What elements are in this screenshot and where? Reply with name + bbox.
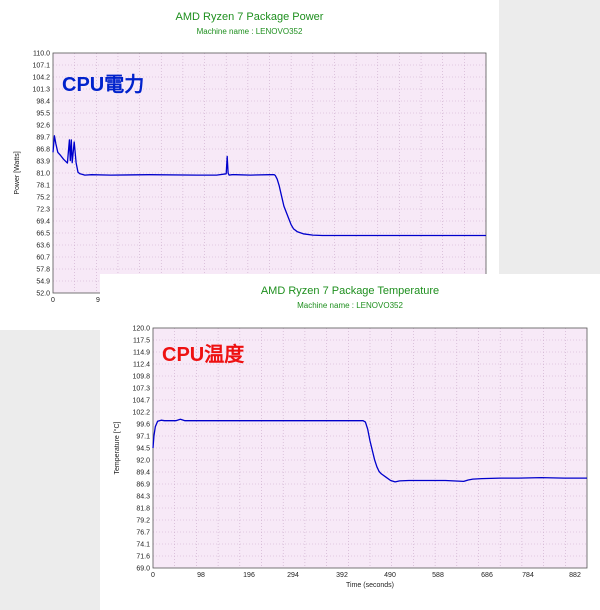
power-y-tick-label: 110.0 [33,51,50,58]
temperature-x-tick-label: 784 [522,572,534,579]
temperature-x-tick-label: 882 [569,572,581,579]
power-y-tick-label: 57.8 [36,267,50,274]
temperature-y-axis-title: Temperature [°C] [113,421,121,474]
temperature-y-tick-label: 107.3 [132,386,150,393]
power-y-tick-label: 72.3 [36,207,50,214]
temperature-x-tick-label: 588 [432,572,444,579]
temperature-y-tick-label: 114.9 [133,350,150,357]
temperature-y-tick-label: 84.3 [136,494,150,501]
power-y-tick-label: 75.2 [36,195,50,202]
power-y-tick-label: 104.2 [32,75,50,82]
power-y-tick-label: 86.8 [36,147,50,154]
temperature-y-tick-label: 99.6 [136,422,150,429]
temperature-y-tick-label: 81.8 [136,506,150,513]
temperature-y-tick-label: 89.4 [136,470,150,477]
power-y-tick-label: 78.1 [36,183,50,190]
power-y-tick-label: 52.0 [36,291,50,298]
power-y-tick-label: 63.6 [36,243,50,250]
temperature-y-tick-label: 109.8 [132,374,150,381]
temperature-y-tick-label: 120.0 [132,326,150,333]
power-y-tick-label: 107.1 [32,63,50,70]
temperature-big-label: CPU温度 [162,344,245,366]
temperature-chart-panel: AMD Ryzen 7 Package Temperature Machine … [100,274,600,610]
power-y-tick-label: 54.9 [36,279,50,286]
temperature-y-tick-label: 86.9 [136,482,150,489]
power-x-tick-label: 9 [96,297,100,304]
temperature-x-tick-label: 686 [481,572,493,579]
temperature-y-tick-label: 102.2 [132,410,150,417]
temperature-y-tick-label: 94.5 [136,446,150,453]
temperature-y-tick-label: 79.2 [136,518,150,525]
power-y-tick-label: 101.3 [32,87,50,94]
temperature-chart-subtitle: Machine name : LENOVO352 [297,301,403,310]
temperature-chart-title: AMD Ryzen 7 Package Temperature [260,285,440,297]
temperature-y-tick-label: 74.1 [136,542,150,549]
temperature-x-axis-title: Time (seconds) [346,582,394,589]
power-y-tick-label: 98.4 [36,99,50,106]
power-y-tick-label: 95.5 [36,111,50,118]
temperature-x-tick-label: 490 [384,572,396,579]
power-series-line [52,135,486,237]
power-y-axis-title: Power [Watts] [14,151,21,194]
power-chart-svg: 110.0 107.1 104.2 101.3 98.4 95.5 92.6 89.7 86.8… [14,51,487,304]
temperature-y-tick-label: 117.5 [133,338,150,345]
temperature-x-tick-label: 294 [287,572,299,579]
power-y-tick-label: 92.6 [36,123,50,130]
power-y-tick-label: 81.0 [36,171,50,178]
temperature-x-tick-label: 196 [243,572,255,579]
power-y-tick-label: 69.4 [36,219,50,226]
power-chart-title: AMD Ryzen 7 Package Power [175,11,324,23]
temperature-y-tick-label: 92.0 [136,458,150,465]
temperature-y-tick-label: 76.7 [136,530,150,537]
temperature-y-tick-label: 69.0 [136,566,150,573]
power-y-tick-label: 83.9 [36,159,50,166]
temperature-y-tick-label: 97.1 [136,434,150,441]
temperature-y-tick-label: 71.6 [136,554,150,561]
power-big-label: CPU電力 [62,74,145,96]
temperature-y-tick-label: 104.7 [132,398,150,405]
power-y-tick-label: 60.7 [36,255,50,262]
temperature-y-tick-label: 112.4 [133,362,150,369]
temperature-series-line [152,418,587,483]
power-y-tick-label: 89.7 [36,135,50,142]
temperature-chart-svg: 120.0 117.5 114.9 112.4 109.8 107.3 104.7 102.2… [113,326,588,589]
power-x-tick-label: 0 [51,297,55,304]
power-y-tick-label: 66.5 [36,231,50,238]
power-chart-subtitle: Machine name : LENOVO352 [196,27,303,36]
temperature-x-tick-label: 392 [336,572,348,579]
temperature-x-tick-label: 0 [151,572,155,579]
temperature-x-tick-label: 98 [197,572,205,579]
